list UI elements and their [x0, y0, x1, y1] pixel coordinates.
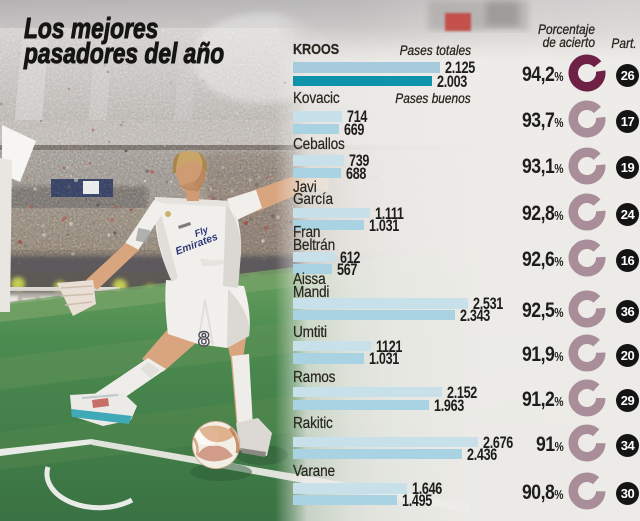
svg-text:8: 8	[198, 328, 210, 351]
svg-text:Fly: Fly	[193, 224, 210, 239]
